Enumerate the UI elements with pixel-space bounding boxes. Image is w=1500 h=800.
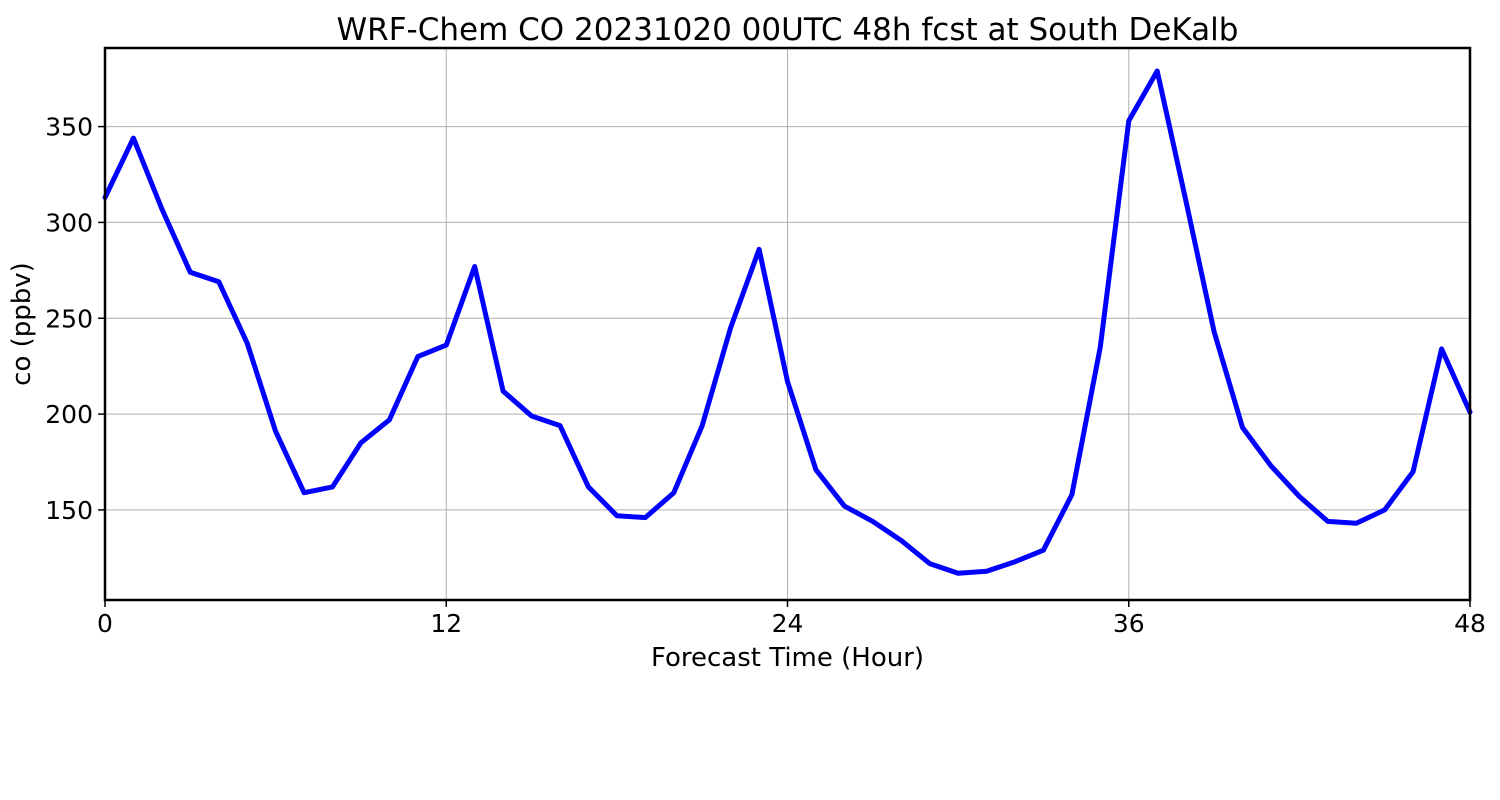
x-axis-label: Forecast Time (Hour) — [651, 643, 924, 673]
x-tick-label: 24 — [772, 609, 804, 638]
y-tick-label: 200 — [45, 400, 93, 429]
grid — [104, 48, 1471, 600]
ticks: 0 12 24 36 48 150 200 250 300 350 — [45, 113, 1486, 638]
chart-title: WRF-Chem CO 20231020 00UTC 48h fcst at S… — [337, 12, 1239, 48]
y-tick-label: 150 — [45, 496, 93, 525]
co-series-line — [102, 68, 1473, 576]
y-tick-label: 250 — [45, 304, 93, 333]
y-tick-label: 300 — [45, 208, 93, 237]
x-tick-label: 36 — [1113, 609, 1145, 638]
x-tick-label: 48 — [1454, 609, 1486, 638]
x-tick-label: 0 — [97, 609, 113, 638]
y-tick-label: 350 — [45, 113, 93, 142]
y-axis-label: co (ppbv) — [7, 262, 37, 386]
x-tick-label: 12 — [430, 609, 462, 638]
series-layer — [102, 68, 1473, 576]
